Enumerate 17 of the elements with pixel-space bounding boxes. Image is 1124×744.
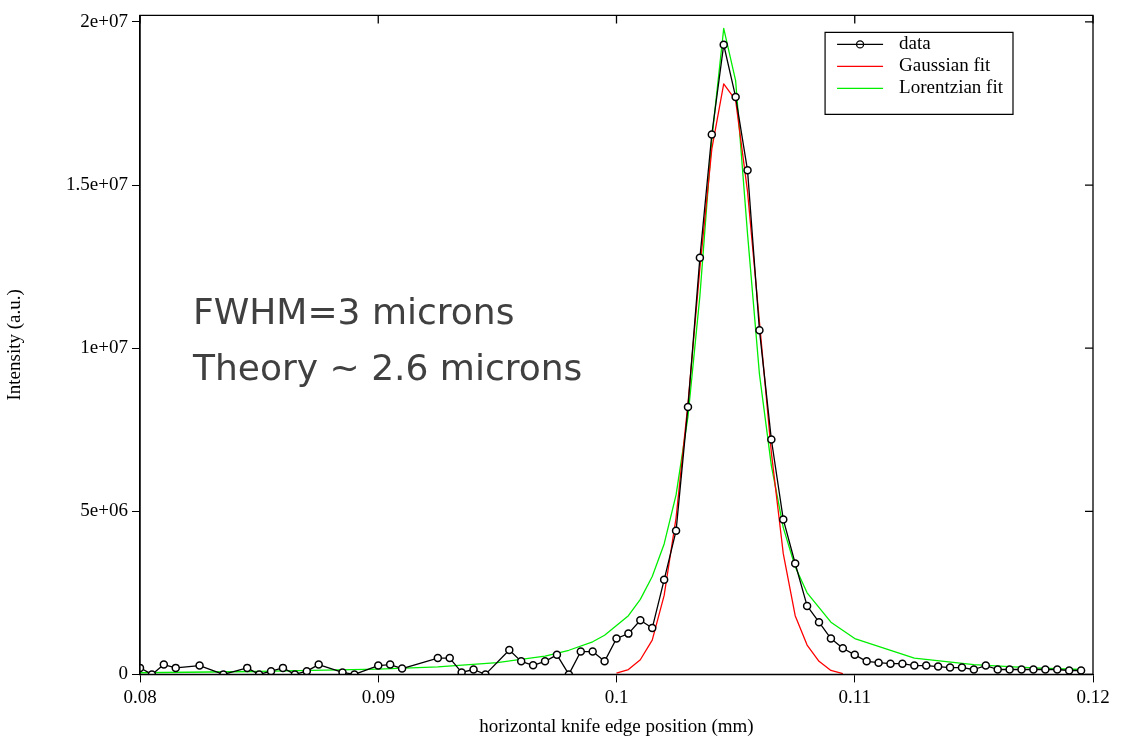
x-tick-label: 0.09 — [361, 685, 395, 707]
x-tick-label: 0.11 — [838, 685, 872, 707]
legend-label: Lorentzian fit — [899, 76, 1004, 98]
x-tick-label: 0.12 — [1076, 685, 1110, 707]
y-tick-label: 1.5e+07 — [66, 173, 128, 195]
y-tick-label: 0 — [118, 662, 128, 684]
y-tick-label: 5e+06 — [80, 499, 128, 521]
x-axis-title: horizontal knife edge position (mm) — [479, 714, 754, 737]
legend-label: Gaussian fit — [899, 54, 992, 76]
annotation: Theory ~ 2.6 microns — [193, 346, 583, 390]
x-tick-label: 0.1 — [604, 685, 629, 707]
y-tick-label: 1e+07 — [80, 336, 128, 358]
y-tick-label: 2e+07 — [80, 9, 128, 31]
annotation: FWHM=3 microns — [193, 290, 516, 334]
legend-label: data — [899, 32, 932, 54]
x-tick-label: 0.08 — [123, 685, 157, 707]
y-axis-title: Intensity (a.u.) — [3, 289, 26, 401]
